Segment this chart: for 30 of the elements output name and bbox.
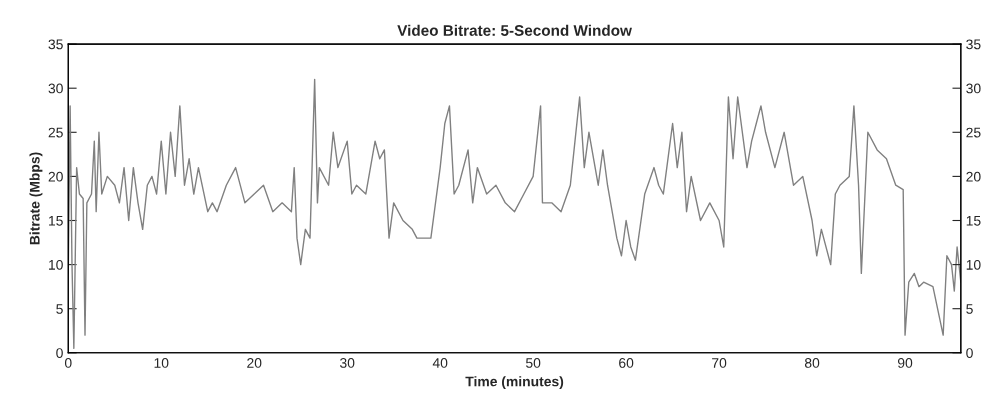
y-tick-label: 0 <box>56 348 63 358</box>
y2-tick-label: 5 <box>966 304 973 314</box>
x-tick-label: 0 <box>64 358 72 368</box>
x-axis-title: Time (minutes) <box>465 376 564 390</box>
y-tick-label: 20 <box>48 171 63 182</box>
y2-tick-label: 35 <box>966 39 981 50</box>
y2-tick-label: 30 <box>966 83 981 94</box>
x-tick-label: 50 <box>525 358 541 368</box>
y-tick-label: 10 <box>49 259 63 270</box>
x-tick-label: 60 <box>619 358 634 368</box>
y2-tick-label: 10 <box>966 259 981 270</box>
x-tick-label: 20 <box>247 358 262 368</box>
y-tick-label: 15 <box>49 215 63 226</box>
y2-tick-label: 0 <box>966 348 973 358</box>
x-tick-label: 90 <box>897 358 913 368</box>
line-series <box>68 78 961 350</box>
x-tick-label: 10 <box>154 358 169 368</box>
y-tick-label: 35 <box>48 39 63 50</box>
chart-title: Video Bitrate: 5-Second Window <box>397 24 632 36</box>
x-tick-label: 80 <box>804 358 820 368</box>
x-tick-label: 40 <box>432 358 448 368</box>
y-tick-label: 30 <box>48 83 63 94</box>
x-tick-label: 70 <box>712 358 727 368</box>
y2-tick-label: 25 <box>966 127 981 138</box>
y-axis-title: Bitrate (Mbps) <box>29 152 43 245</box>
x-tick-label: 30 <box>340 358 355 368</box>
y2-tick-label: 15 <box>966 215 981 226</box>
y2-tick-label: 20 <box>966 171 981 182</box>
y-tick-label: 25 <box>48 127 63 138</box>
y-tick-label: 5 <box>56 304 63 314</box>
